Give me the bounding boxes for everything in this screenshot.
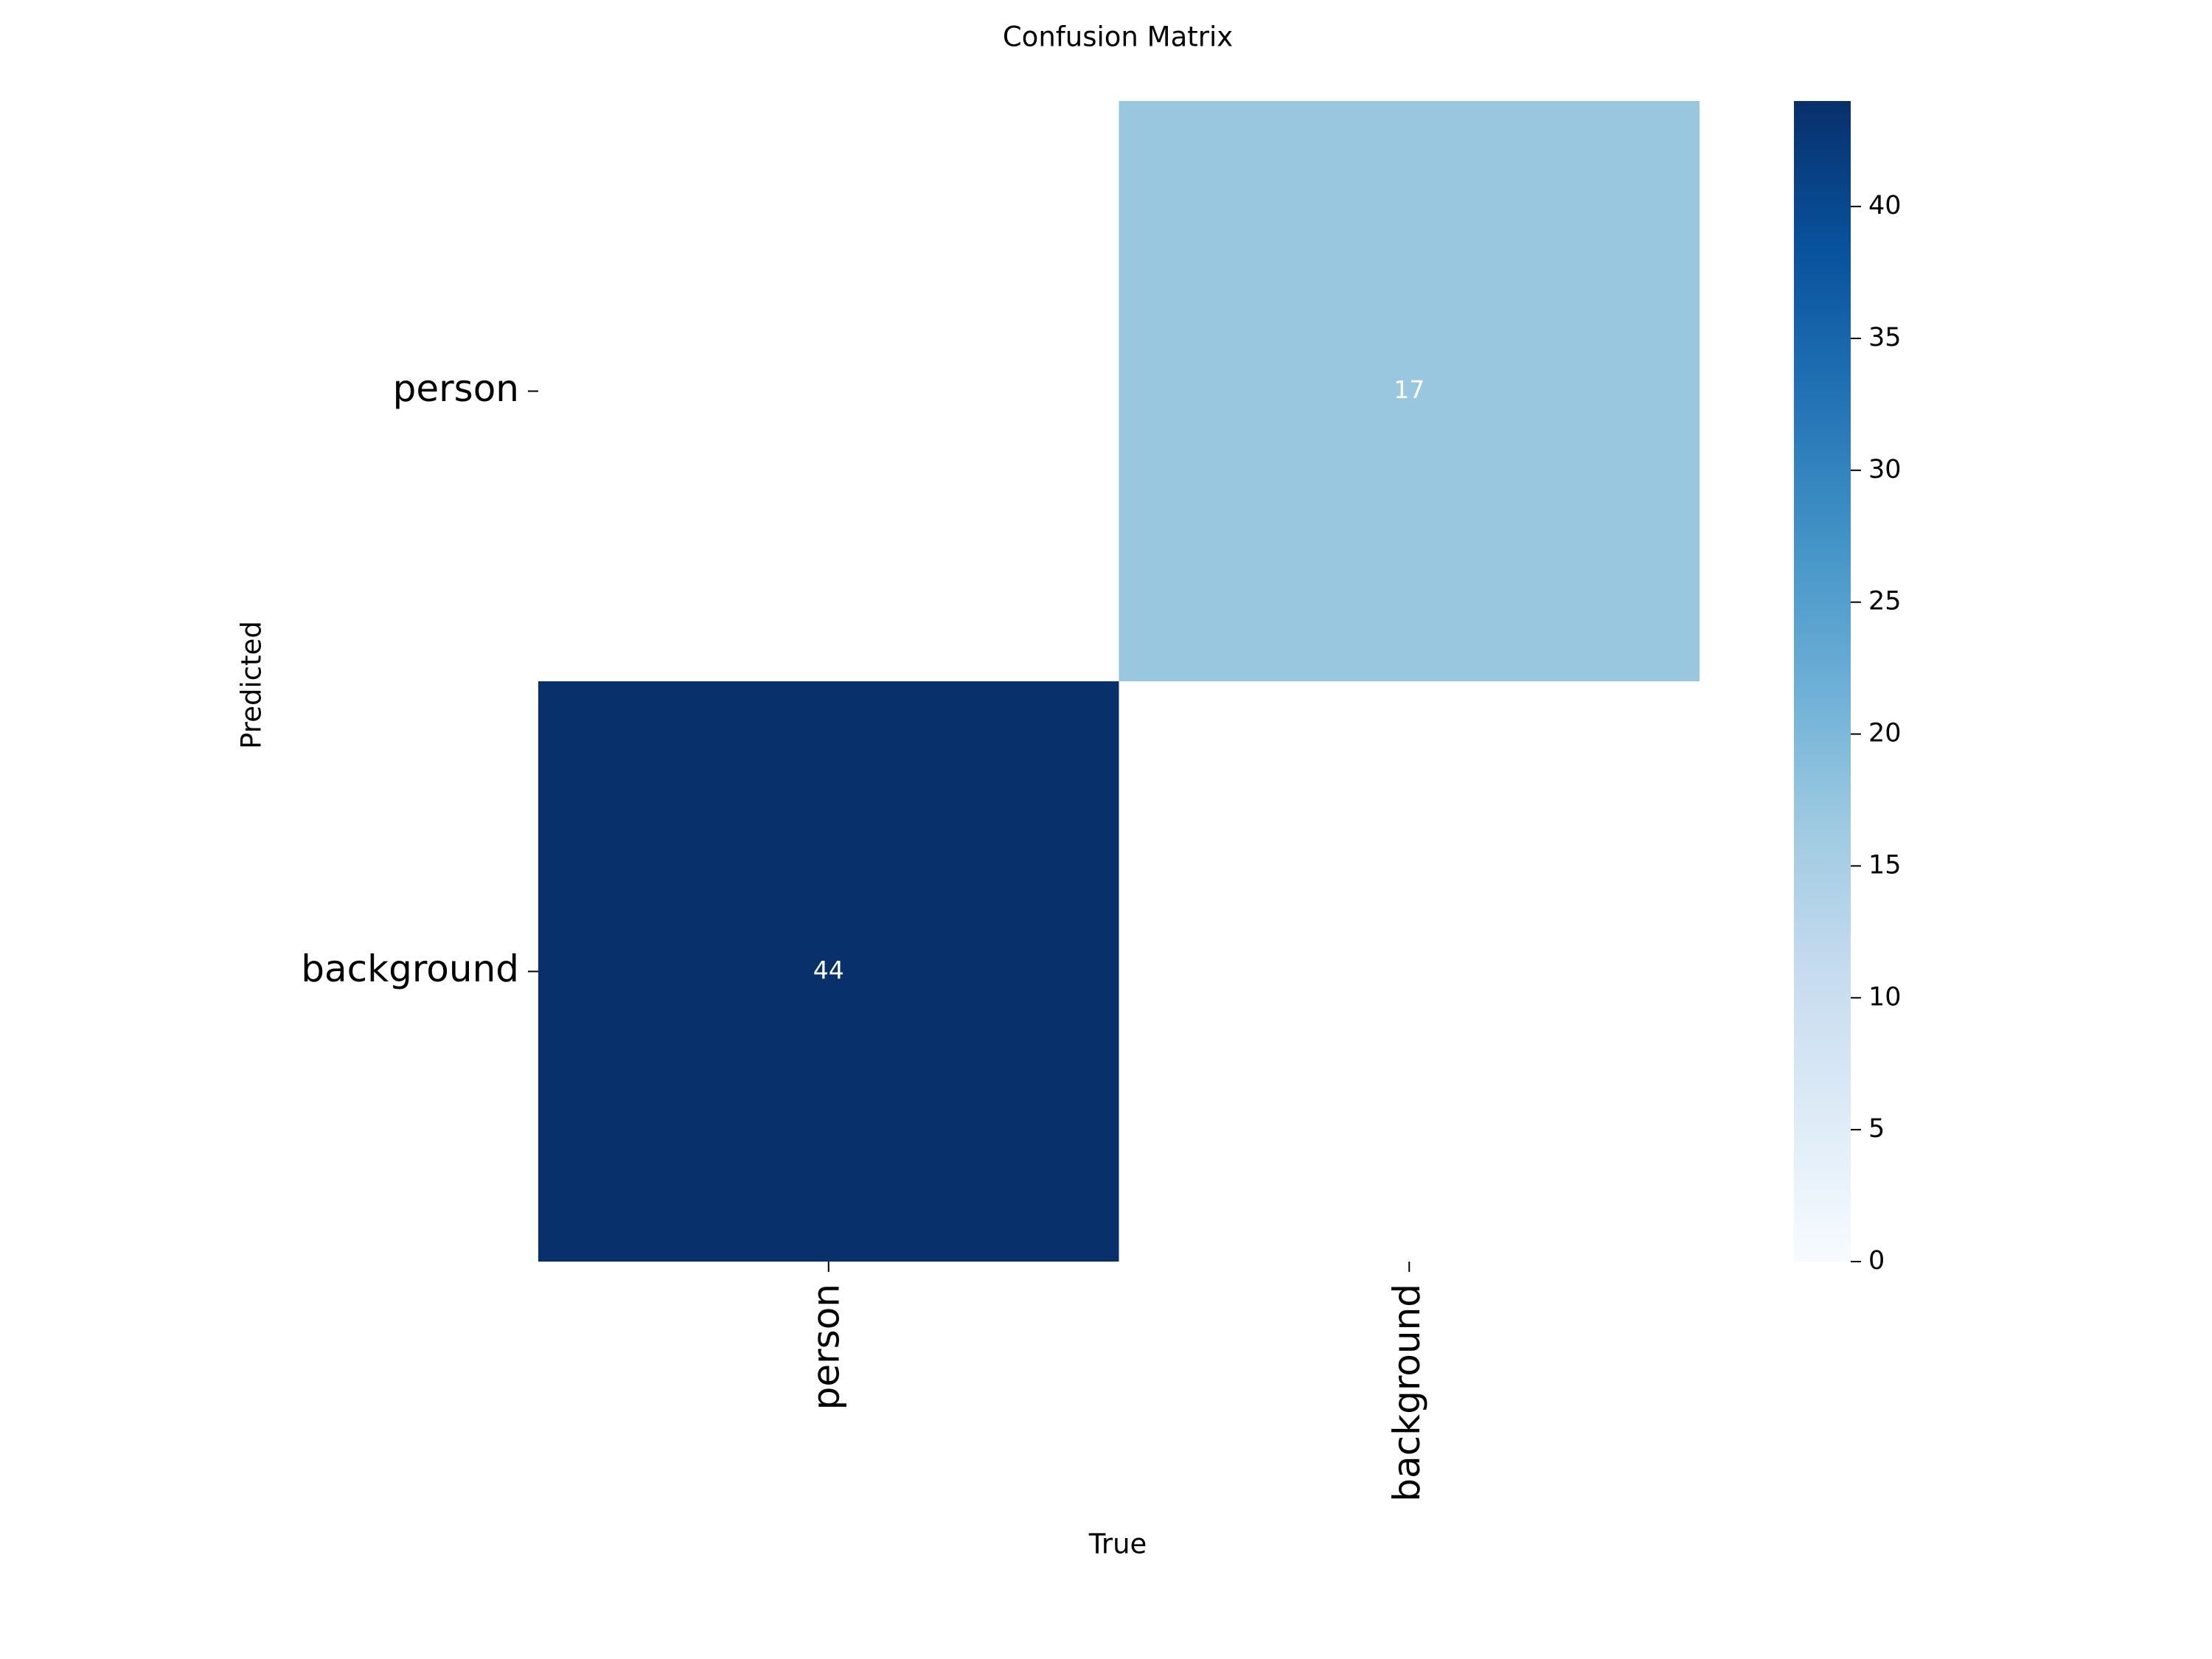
y-axis-label: Predicted xyxy=(236,621,268,749)
colorbar xyxy=(1794,101,1851,1262)
cell-label: 44 xyxy=(813,956,844,984)
colorbar-tick-label: 0 xyxy=(1868,1246,1885,1276)
cell-label: 17 xyxy=(1394,375,1425,404)
colorbar-tick-label: 10 xyxy=(1868,982,1902,1012)
colorbar-tick-label: 30 xyxy=(1868,455,1902,484)
x-axis-label: True xyxy=(1088,1528,1147,1560)
colorbar-tick-label: 15 xyxy=(1868,850,1902,880)
heatmap-cell xyxy=(1119,101,1700,681)
y-tick-label: person xyxy=(393,367,519,410)
heatmap-cell xyxy=(538,681,1119,1262)
colorbar-tick-label: 25 xyxy=(1868,587,1902,616)
colorbar-tick-label: 40 xyxy=(1868,191,1902,220)
x-tick-label: background xyxy=(1385,1284,1428,1502)
chart-title: Confusion Matrix xyxy=(1003,21,1233,53)
y-tick-label: background xyxy=(301,947,519,990)
colorbar-tick-label: 5 xyxy=(1868,1114,1885,1144)
colorbar-tick-label: 35 xyxy=(1868,323,1902,352)
x-tick-label: person xyxy=(804,1284,847,1410)
colorbar-tick-label: 20 xyxy=(1868,719,1902,748)
